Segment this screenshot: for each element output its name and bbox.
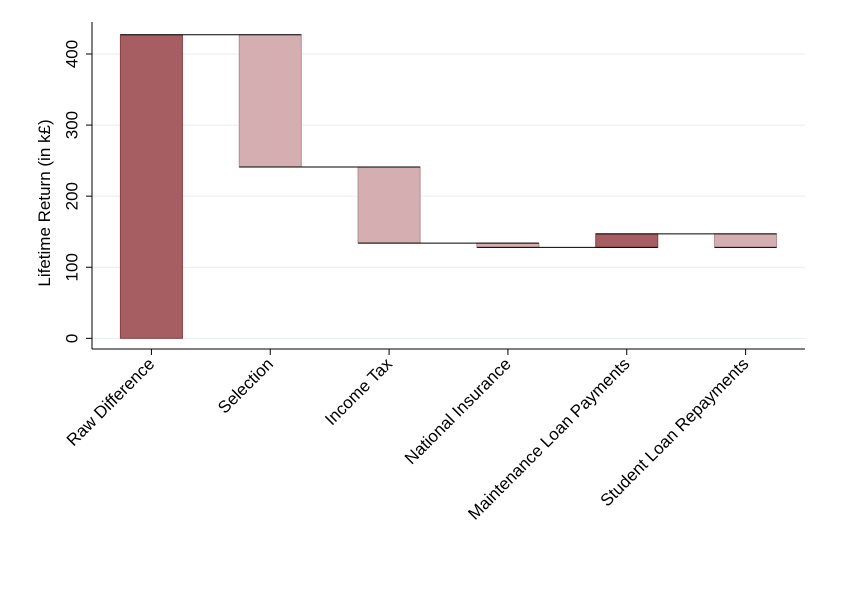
axes: [91, 22, 805, 350]
x-tick-label: National Insurance: [401, 354, 515, 468]
x-ticks: Raw Difference Selection Income Tax Nationa…: [63, 349, 752, 524]
y-tick-label: 400: [63, 40, 82, 68]
y-tick-label: 200: [63, 182, 82, 210]
connectors: [120, 34, 777, 248]
y-tick-label: 300: [63, 111, 82, 139]
y-axis-label: Lifetime Return (in k£): [35, 119, 54, 286]
waterfall-bar: [119, 34, 183, 339]
y-tick-label: 0: [63, 334, 82, 343]
gridlines: [92, 53, 805, 339]
waterfall-bar: [238, 34, 302, 168]
waterfall-bar: [714, 233, 778, 248]
waterfall-bar: [357, 166, 421, 244]
x-tick-label: Income Tax: [321, 354, 396, 429]
x-tick-label: Selection: [214, 354, 277, 417]
waterfall-bar: [476, 242, 540, 248]
y-tick-label: 100: [63, 253, 82, 281]
bars: [119, 34, 778, 339]
y-ticks: 0 100 200 300 400: [63, 40, 92, 343]
x-tick-label: Raw Difference: [63, 354, 158, 449]
waterfall-bar: [595, 233, 659, 248]
